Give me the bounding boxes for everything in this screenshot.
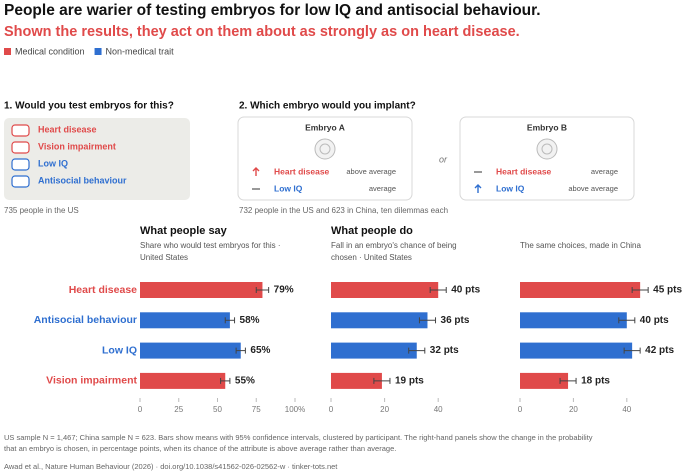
x-tick-label: 0	[138, 405, 143, 414]
legend-swatch	[94, 48, 102, 55]
title: People are warier of testing embryos for…	[4, 2, 541, 19]
trait-label: Low IQ	[496, 183, 525, 193]
x-tick-label: 40	[434, 405, 443, 414]
option-label: Vision impairment	[38, 141, 116, 151]
error-bar	[408, 347, 426, 354]
value-label: 55%	[235, 376, 255, 387]
checkbox	[11, 175, 30, 188]
trait-level: average	[369, 184, 396, 193]
value-label: 45 pts	[653, 285, 682, 296]
bar	[140, 372, 226, 389]
embryo-icon-core	[319, 143, 331, 155]
x-tick-label: 20	[569, 405, 578, 414]
error-bar	[418, 317, 437, 324]
trait-level: above average	[568, 184, 618, 193]
x-tick-label: 25	[174, 405, 183, 414]
bar	[520, 282, 641, 298]
bar	[140, 312, 230, 329]
category-label: Low IQ	[102, 344, 137, 356]
x-tick-label: 40	[622, 405, 631, 414]
footer-note: US sample N = 1,467; China sample N = 62…	[4, 433, 593, 453]
question-title: 1. Would you test embryos for this?	[4, 101, 174, 112]
value-label: 40 pts	[640, 315, 669, 326]
checkbox	[11, 141, 30, 154]
question-title: 2. Which embryo would you implant?	[239, 101, 416, 112]
category-label: Heart disease	[69, 284, 137, 296]
subtitle: Shown the results, they act on them abou…	[4, 24, 520, 40]
error-bar	[373, 377, 391, 384]
embryo-icon	[536, 138, 558, 160]
x-tick-label: 75	[252, 405, 261, 414]
error-bar	[429, 287, 447, 293]
option-box	[4, 118, 190, 200]
question-note: 732 people in the US and 623 in China, t…	[239, 206, 448, 215]
x-tick-label: 0	[518, 405, 523, 414]
error-bar	[255, 287, 270, 293]
error-bar	[559, 377, 577, 384]
x-tick-label: 0	[329, 405, 334, 414]
panel-title: What people do	[331, 225, 413, 237]
arrow-up	[474, 184, 482, 193]
x-tick-label: 20	[380, 405, 389, 414]
value-label: 18 pts	[581, 376, 610, 387]
x-tick-label: 100%	[285, 405, 305, 414]
value-label: 36 pts	[441, 315, 470, 326]
question-note: 735 people in the US	[4, 206, 79, 215]
value-label: 65%	[250, 345, 270, 356]
trait-label: Heart disease	[274, 166, 330, 176]
bar	[331, 372, 382, 389]
error-bar	[618, 317, 636, 324]
value-label: 58%	[240, 315, 260, 326]
embryo-name: Embryo B	[527, 122, 567, 132]
option-label: Antisocial behaviour	[38, 175, 127, 185]
error-bar	[235, 347, 246, 354]
separator: or	[439, 154, 448, 164]
value-label: 40 pts	[451, 285, 480, 296]
bar	[331, 312, 428, 329]
bar	[331, 342, 417, 359]
x-tick-label: 50	[213, 405, 222, 414]
bar	[520, 372, 569, 389]
arrow-up	[252, 167, 260, 176]
trait-label: Low IQ	[274, 183, 303, 193]
legend-swatch	[4, 48, 11, 55]
value-label: 19 pts	[395, 376, 424, 387]
trait-level: above average	[346, 167, 396, 176]
panel-title: What people say	[140, 225, 228, 237]
error-bar	[631, 287, 649, 293]
panel-subtitle: The same choices, made in China	[520, 241, 641, 250]
bar	[520, 312, 627, 329]
bar	[140, 342, 241, 359]
legend-label: Medical condition	[15, 46, 85, 56]
error-bar	[220, 377, 231, 384]
panel-subtitle: Share who would test embryos for this · …	[140, 241, 281, 262]
error-bar	[623, 347, 641, 354]
bar	[520, 342, 633, 359]
value-label: 79%	[274, 285, 294, 296]
value-label: 32 pts	[430, 345, 459, 356]
checkbox	[11, 158, 30, 171]
error-bar	[224, 317, 236, 324]
panel-subtitle: Fall in an embryo's chance of being chos…	[331, 241, 457, 262]
embryo-icon-core	[541, 143, 553, 155]
category-label: Antisocial behaviour	[34, 314, 137, 326]
bar	[331, 282, 439, 298]
trait-label: Heart disease	[496, 166, 552, 176]
trait-level: average	[591, 167, 618, 176]
option-label: Heart disease	[38, 124, 97, 134]
source: Awad et al., Nature Human Behaviour (202…	[4, 462, 338, 471]
legend-label: Non-medical trait	[106, 46, 175, 56]
bar	[140, 282, 263, 298]
checkbox	[11, 124, 30, 137]
option-label: Low IQ	[38, 158, 68, 168]
value-label: 42 pts	[645, 345, 674, 356]
category-label: Vision impairment	[46, 375, 137, 387]
embryo-icon	[314, 138, 336, 160]
embryo-name: Embryo A	[305, 122, 345, 132]
